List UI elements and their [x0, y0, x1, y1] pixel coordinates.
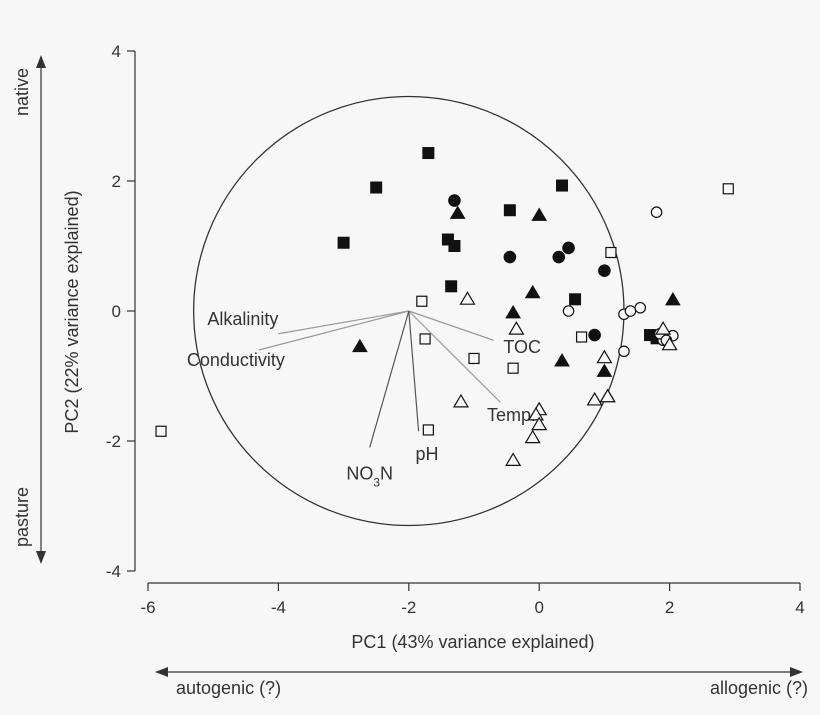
x-tick-label: -6	[140, 598, 155, 617]
point-filled-square	[569, 293, 582, 306]
point-filled-circle	[588, 328, 601, 342]
point-open-square	[605, 246, 617, 259]
native-direction-label: native	[12, 68, 32, 116]
point-filled-square	[445, 280, 458, 293]
point-open-circle	[618, 345, 630, 358]
point-open-triangle	[531, 416, 548, 431]
vector-conductivity	[258, 310, 409, 351]
point-open-triangle	[505, 452, 522, 466]
vector-label-temp: Temp.	[487, 405, 536, 425]
point-filled-triangle	[554, 353, 570, 367]
point-open-square	[722, 183, 734, 195]
point-filled-circle	[562, 241, 575, 255]
point-filled-square	[422, 147, 435, 160]
point-filled-square	[448, 240, 461, 252]
point-open-square	[575, 331, 588, 343]
point-filled-triangle	[596, 363, 613, 377]
vector-label-alkalinity: Alkalinity	[207, 309, 278, 329]
point-open-square	[419, 333, 431, 345]
x-tick-label: 2	[665, 598, 674, 617]
point-filled-circle	[503, 250, 517, 264]
y-axis-title: PC2 (22% variance explained)	[62, 190, 82, 433]
vector-temp	[408, 310, 501, 403]
point-filled-square	[556, 179, 569, 192]
point-filled-square	[441, 233, 454, 246]
y-tick-label: 4	[112, 42, 121, 61]
x-axis-title: PC1 (43% variance explained)	[351, 632, 594, 652]
point-open-square	[507, 362, 519, 374]
y-tick-label: -2	[106, 432, 121, 451]
point-open-square	[155, 425, 167, 437]
point-open-circle	[634, 301, 647, 314]
point-open-triangle	[599, 388, 616, 403]
point-filled-square	[503, 204, 516, 217]
point-filled-triangle	[664, 291, 681, 306]
x-tick-label: 0	[534, 598, 543, 617]
vector-label-conductivity: Conductivity	[187, 350, 285, 370]
vector-label-toc: TOC	[503, 337, 541, 357]
vector-label-no3n: NO3N	[346, 464, 393, 490]
y-tick-label: 0	[112, 302, 121, 321]
x-tick-label: -4	[271, 598, 286, 617]
point-filled-triangle	[505, 304, 521, 319]
x-tick-label: 4	[795, 598, 804, 617]
point-open-square	[416, 295, 428, 307]
pasture-direction-label: pasture	[12, 487, 32, 547]
x-tick-label: -2	[401, 598, 416, 617]
axes: -6 -4 -2 0 2 4 -4 -2 0 2 4	[36, 42, 805, 677]
point-open-triangle	[596, 349, 613, 364]
point-open-triangle	[524, 429, 541, 444]
point-open-triangle	[586, 391, 603, 406]
point-open-circle	[624, 305, 637, 317]
arrow-head-down	[36, 551, 46, 564]
point-filled-triangle	[449, 205, 466, 219]
arrow-head-right	[790, 667, 803, 677]
arrow-head-left	[155, 667, 168, 677]
point-open-triangle	[508, 321, 525, 335]
vector-alkalinity	[278, 310, 409, 335]
vector-no3n	[369, 310, 410, 448]
point-open-triangle	[459, 291, 476, 305]
autogenic-direction-label: autogenic (?)	[176, 678, 281, 698]
point-filled-circle	[598, 264, 611, 278]
point-open-triangle	[527, 406, 544, 421]
y-tick-label: -4	[106, 562, 121, 581]
point-open-triangle	[661, 336, 678, 351]
point-filled-square	[370, 181, 383, 194]
variable-vectors: Alkalinity Conductivity TOC Temp. NO3N pH	[187, 309, 541, 490]
point-filled-circle	[552, 250, 566, 264]
y-tick-label: 2	[112, 172, 121, 191]
point-filled-triangle	[352, 338, 368, 353]
point-filled-square	[337, 236, 350, 249]
point-open-circle	[562, 305, 575, 317]
point-open-circle	[650, 206, 663, 218]
vector-label-ph: pH	[416, 444, 439, 464]
point-filled-triangle	[524, 284, 541, 299]
point-open-square	[468, 352, 480, 365]
point-open-triangle	[452, 393, 470, 408]
point-filled-circle	[448, 194, 461, 207]
vector-ph	[408, 310, 420, 432]
point-open-square	[422, 424, 434, 436]
scatter-points	[155, 147, 734, 466]
point-open-triangle	[655, 321, 672, 335]
vector-toc	[408, 310, 494, 341]
allogenic-direction-label: allogenic (?)	[710, 678, 808, 698]
point-filled-triangle	[531, 207, 548, 221]
arrow-head-up	[36, 55, 46, 68]
